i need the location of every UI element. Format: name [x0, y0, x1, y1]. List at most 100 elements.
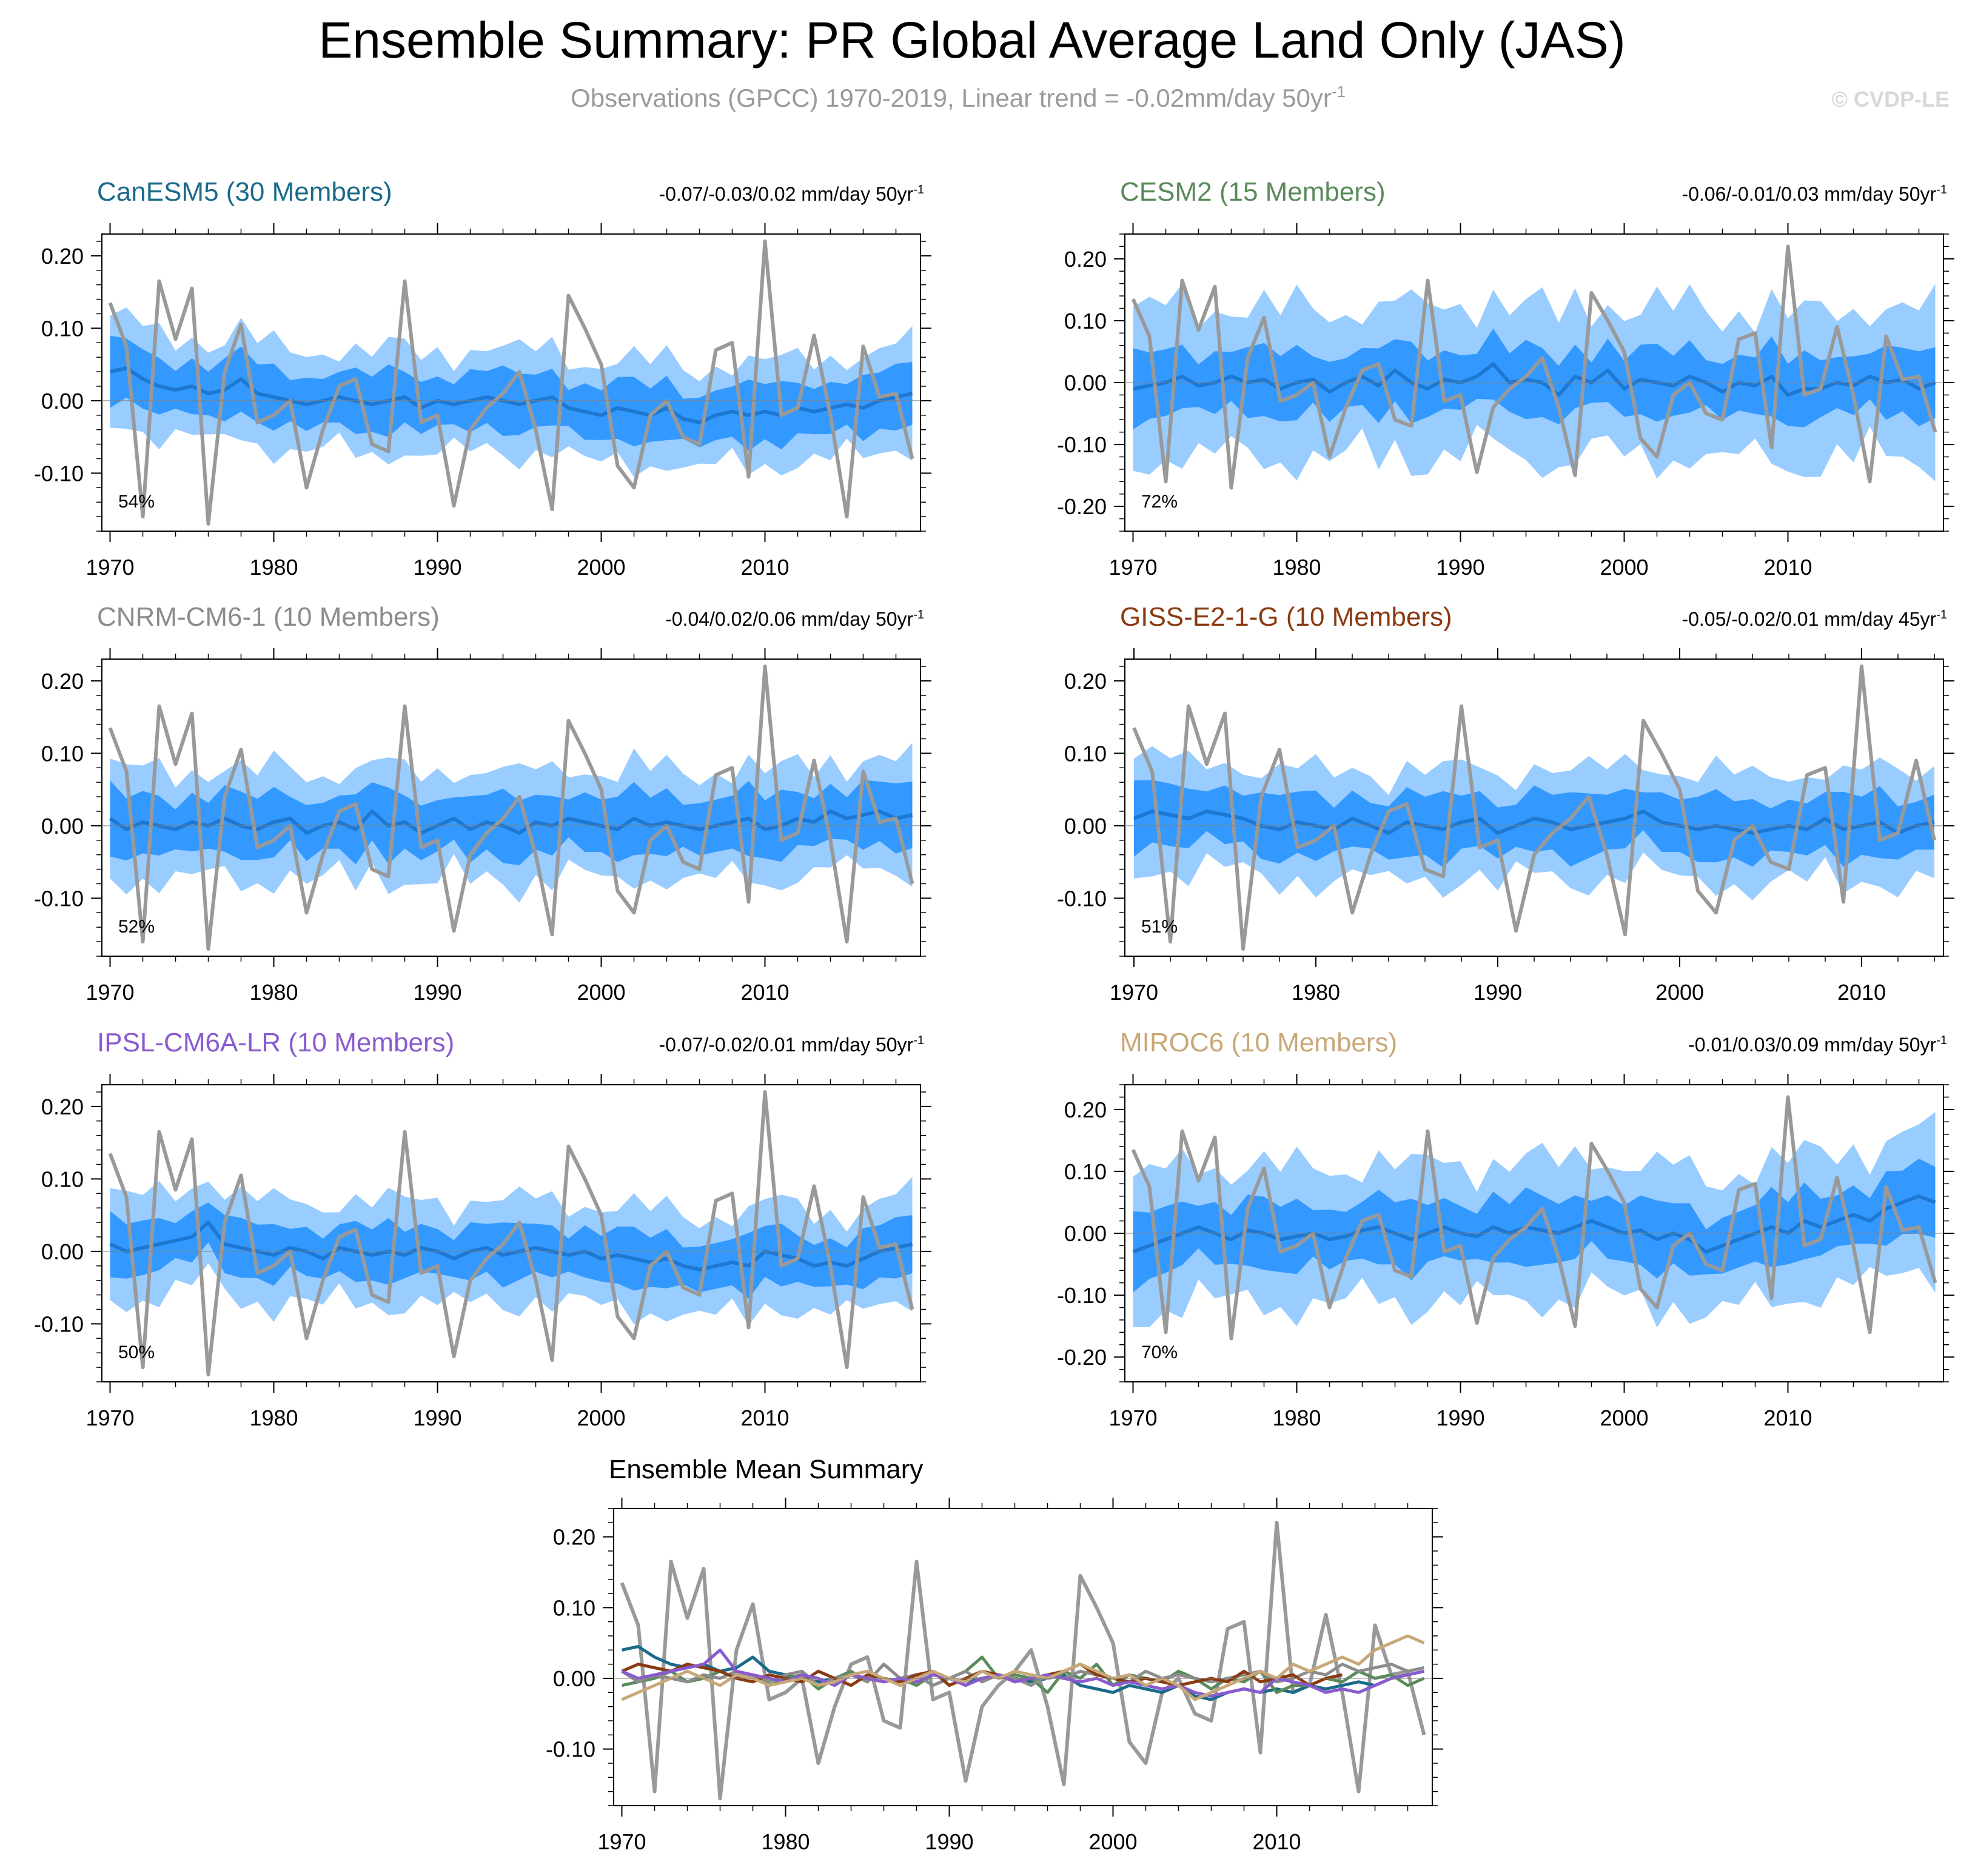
- x-tick-label: 1980: [249, 1405, 298, 1430]
- observations-line: [108, 1090, 914, 1376]
- x-tick-label: 1990: [413, 1405, 461, 1430]
- inner-spread-band: [1133, 1158, 1936, 1293]
- x-tick-label: 1980: [761, 1829, 810, 1854]
- trend-range-superscript: -1: [1936, 1034, 1947, 1047]
- trend-range-superscript: -1: [1936, 608, 1947, 621]
- y-tick-label: 0.10: [1064, 1159, 1107, 1184]
- percent-label: 51%: [1141, 917, 1178, 937]
- x-tick-label: 1990: [413, 980, 461, 1005]
- y-tick-label: 0.00: [1064, 814, 1107, 839]
- trend-range-superscript: -1: [1936, 183, 1947, 196]
- x-tick-label: 2010: [740, 980, 789, 1005]
- x-tick-label: 2010: [1763, 1405, 1812, 1430]
- x-tick-label: 1970: [1110, 980, 1158, 1005]
- x-tick-label: 1970: [86, 1405, 134, 1430]
- y-tick-label: -0.10: [546, 1737, 595, 1762]
- trend-range-text: -0.07/-0.02/0.01 mm/day 50yr: [659, 1034, 913, 1056]
- x-tick-label: 2000: [1655, 980, 1704, 1005]
- y-tick-label: 0.20: [553, 1525, 595, 1550]
- trend-range: -0.05/-0.02/0.01 mm/day 45yr-1: [1682, 608, 1947, 630]
- x-tick-label: 1990: [925, 1829, 973, 1854]
- x-tick-label: 1980: [249, 980, 298, 1005]
- inner-spread-band: [1133, 328, 1936, 430]
- y-tick-label: -0.10: [34, 886, 84, 911]
- trend-range-superscript: -1: [913, 608, 924, 621]
- x-tick-label: 1970: [86, 555, 134, 580]
- x-tick-label: 2000: [577, 980, 625, 1005]
- panel-title: CanESM5 (30 Members): [97, 177, 392, 207]
- x-tick-label: 1990: [1474, 980, 1522, 1005]
- plot-frame: [101, 1084, 921, 1382]
- y-tick-label: 0.00: [1064, 370, 1107, 395]
- series-line-ipsl: [621, 1648, 1425, 1698]
- ensemble-mean-line: [109, 366, 913, 424]
- y-tick-label: 0.00: [41, 1239, 84, 1264]
- y-tick-label: -0.10: [34, 461, 84, 486]
- x-tick-label: 1990: [413, 555, 461, 580]
- trend-range-text: -0.06/-0.01/0.03 mm/day 50yr: [1682, 183, 1936, 205]
- panel-cnrm: 0.20 0.10 0.00 -0.10 1970 1980 1990 2000 2010 CNR…: [34, 602, 931, 1005]
- figure-title: Ensemble Summary: PR Global Average Land…: [318, 12, 1625, 69]
- plot-frame: [101, 658, 921, 957]
- y-tick-label: 0.10: [41, 316, 84, 341]
- x-tick-label: 2000: [1600, 555, 1648, 580]
- panel-title: Ensemble Mean Summary: [609, 1455, 923, 1484]
- trend-range: -0.07/-0.02/0.01 mm/day 50yr-1: [659, 1034, 924, 1056]
- panels-layer: 0.20 0.10 0.00 -0.10 1970 1980 1990 2000 2010 Can…: [34, 177, 1954, 1854]
- watermark: © CVDP-LE: [1831, 87, 1950, 112]
- trend-range: -0.06/-0.01/0.03 mm/day 50yr-1: [1682, 183, 1947, 205]
- trend-range: -0.01/0.03/0.09 mm/day 50yr-1: [1688, 1034, 1947, 1056]
- x-tick-label: 2000: [577, 555, 625, 580]
- panel-title: GISS-E2-1-G (10 Members): [1120, 602, 1452, 632]
- y-tick-label: -0.10: [34, 1312, 84, 1336]
- figure-subtitle: Observations (GPCC) 1970-2019, Linear tr…: [571, 82, 1346, 112]
- ensemble-mean-line: [1132, 362, 1936, 397]
- ensemble-mean-line: [1133, 809, 1935, 835]
- y-tick-label: -0.10: [1057, 432, 1107, 457]
- inner-spread-band: [110, 1202, 913, 1299]
- x-tick-label: 1980: [1272, 1405, 1321, 1430]
- y-tick-label: -0.20: [1057, 494, 1107, 519]
- x-tick-label: 1970: [1108, 555, 1157, 580]
- x-tick-label: 2010: [740, 555, 789, 580]
- observations-line: [1131, 244, 1937, 490]
- panel-ensemble-mean-summary: 0.20 0.10 0.00 -0.10 1970 1980 1990 2000 2010 Ens…: [546, 1455, 1443, 1854]
- x-tick-label: 2000: [1088, 1829, 1137, 1854]
- plot-frame: [613, 1508, 1433, 1806]
- x-tick-label: 1970: [597, 1829, 646, 1854]
- plot-frame: [101, 233, 921, 532]
- panel-title: IPSL-CM6A-LR (10 Members): [97, 1028, 454, 1057]
- x-tick-label: 2010: [1837, 980, 1886, 1005]
- inner-spread-band: [110, 335, 913, 451]
- x-tick-label: 1970: [1108, 1405, 1157, 1430]
- subtitle-text: Observations (GPCC) 1970-2019, Linear tr…: [571, 84, 1332, 112]
- y-tick-label: -0.20: [1057, 1345, 1107, 1370]
- observations-line: [620, 1521, 1426, 1801]
- series-line-miroc6: [621, 1634, 1425, 1701]
- panel-miroc6: 0.20 0.10 0.00 -0.10 -0.20 1970 1980 1990 2000 20…: [1057, 1028, 1954, 1430]
- x-tick-label: 1980: [1272, 555, 1321, 580]
- trend-range-superscript: -1: [913, 183, 924, 196]
- y-tick-label: -0.10: [1057, 886, 1107, 911]
- y-tick-label: 0.10: [553, 1595, 595, 1620]
- x-tick-label: 1970: [86, 980, 134, 1005]
- percent-label: 52%: [118, 917, 155, 937]
- y-tick-label: 0.00: [1064, 1221, 1107, 1246]
- x-tick-label: 2010: [1763, 555, 1812, 580]
- y-tick-label: 0.10: [1064, 309, 1107, 333]
- x-tick-label: 2000: [577, 1405, 625, 1430]
- observations-line: [108, 665, 914, 951]
- y-tick-label: 0.20: [1064, 1097, 1107, 1122]
- x-tick-label: 2010: [1252, 1829, 1301, 1854]
- x-tick-label: 2000: [1600, 1405, 1648, 1430]
- observations-line: [1131, 1095, 1937, 1341]
- observations-line: [1132, 665, 1936, 951]
- x-tick-label: 2010: [740, 1405, 789, 1430]
- observations-line: [108, 240, 914, 526]
- panel-title: CESM2 (15 Members): [1120, 177, 1386, 207]
- panel-title: MIROC6 (10 Members): [1120, 1028, 1397, 1057]
- percent-label: 70%: [1141, 1342, 1178, 1362]
- y-tick-label: 0.10: [41, 1167, 84, 1191]
- panel-cesm2: 0.20 0.10 0.00 -0.10 -0.20 1970 1980 1990 2000 20…: [1057, 177, 1954, 580]
